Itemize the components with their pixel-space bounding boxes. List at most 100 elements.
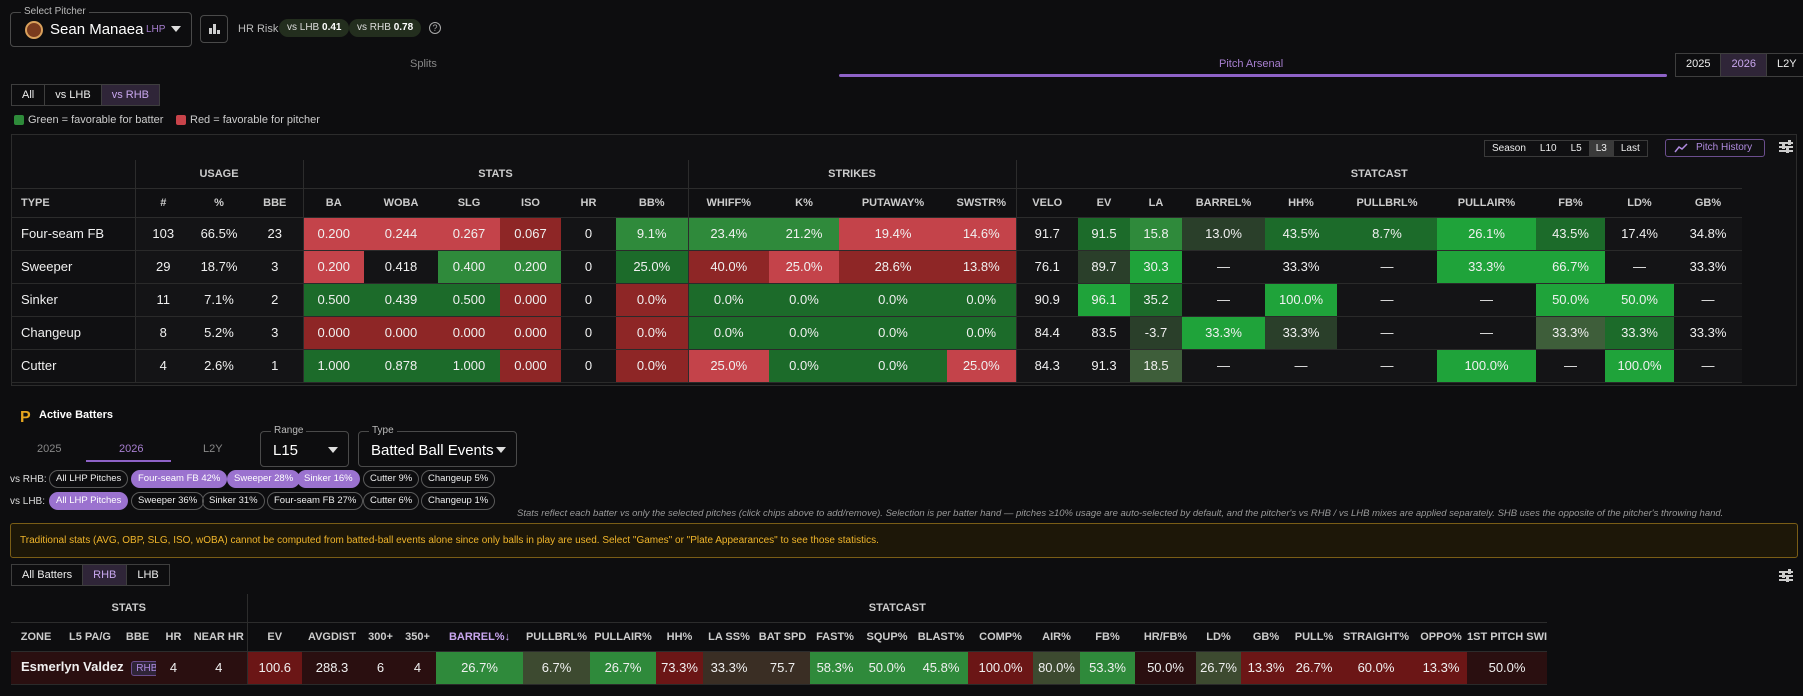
column-header[interactable]: LA SS%: [703, 622, 756, 652]
column-header[interactable]: K%: [769, 188, 839, 218]
table-row[interactable]: Sweeper 29 18.7% 3 0.200 0.418 0.400 0.200 0 25.0…: [11, 250, 1743, 284]
range-select[interactable]: Range L15: [260, 425, 349, 467]
column-header[interactable]: BBE: [119, 622, 156, 652]
year-2025[interactable]: 2025: [1676, 54, 1722, 76]
column-header[interactable]: BB%: [616, 188, 688, 218]
table-row[interactable]: Cutter 4 2.6% 1 1.000 0.878 1.000 0.000 0 0.0% 25.…: [11, 349, 1743, 383]
column-header[interactable]: SQUP%: [860, 622, 915, 652]
column-header[interactable]: L5 PA/G: [61, 622, 119, 652]
lhb-chip-cutter[interactable]: Cutter 6%: [363, 492, 420, 510]
column-header[interactable]: %: [191, 188, 247, 218]
column-header[interactable]: BAT SPD: [755, 622, 811, 652]
column-header[interactable]: 1ST PITCH SWING%: [1467, 622, 1548, 652]
column-header[interactable]: HH%: [656, 622, 704, 652]
rhb-chip-cutter[interactable]: Cutter 9%: [363, 470, 420, 488]
rhb-chip-all[interactable]: All LHP Pitches: [49, 470, 129, 488]
settings-sliders-icon[interactable]: [1779, 140, 1793, 153]
column-header[interactable]: VELO: [1015, 188, 1078, 218]
column-header[interactable]: BLAST%: [914, 622, 969, 652]
column-header[interactable]: PULLAIR%: [1437, 188, 1536, 218]
rhb-chip-sinker[interactable]: Sinker 16%: [297, 470, 360, 488]
table-row[interactable]: Sinker 11 7.1% 2 0.500 0.439 0.500 0.000 0 0.0% 0.…: [11, 283, 1743, 317]
rhb-chip-changeup[interactable]: Changeup 5%: [421, 470, 496, 488]
lhb-chip-four-seam[interactable]: Four-seam FB 27%: [267, 492, 364, 510]
table-row[interactable]: Esmerlyn Valdez RHB 4 4 100.6 288.3 6 4 26.7% 6.…: [11, 651, 1548, 685]
column-header[interactable]: PUTAWAY%: [839, 188, 947, 218]
column-header[interactable]: NEAR HR: [191, 622, 248, 652]
year-2026[interactable]: 2026: [1721, 54, 1767, 76]
column-header[interactable]: BA: [302, 188, 364, 218]
column-header[interactable]: PULLAIR%: [590, 622, 657, 652]
column-header[interactable]: ISO: [500, 188, 561, 218]
split-all[interactable]: All: [12, 85, 46, 105]
period-l5[interactable]: L5: [1570, 143, 1582, 154]
batters-year-2025[interactable]: 2025: [37, 443, 62, 455]
column-header[interactable]: COMP%: [968, 622, 1034, 652]
column-header[interactable]: HH%: [1265, 188, 1337, 218]
pitcher-select[interactable]: Select Pitcher Sean Manaea LHP: [10, 6, 192, 47]
settings-sliders-icon[interactable]: [1779, 569, 1793, 582]
column-header[interactable]: LD%: [1196, 622, 1242, 652]
period-last[interactable]: Last: [1620, 143, 1640, 154]
batters-year-2026[interactable]: 2026: [119, 443, 144, 455]
stat-cell: 0.0%: [769, 283, 839, 317]
column-header[interactable]: BARREL%: [1182, 188, 1265, 218]
column-header[interactable]: 300+: [362, 622, 400, 652]
column-header[interactable]: WOBA: [364, 188, 438, 218]
split-vs-rhb[interactable]: vs RHB: [101, 85, 159, 105]
column-header[interactable]: SLG: [438, 188, 500, 218]
column-header[interactable]: PULLBRL%: [523, 622, 591, 652]
column-header[interactable]: #: [134, 188, 191, 218]
lhb-chip-all[interactable]: All LHP Pitches: [49, 492, 129, 510]
column-header[interactable]: FB%: [1536, 188, 1605, 218]
column-header[interactable]: 350+: [399, 622, 437, 652]
table-row[interactable]: Changeup 8 5.2% 3 0.000 0.000 0.000 0.000 0 0.0% 0…: [11, 316, 1743, 350]
column-header[interactable]: PULLBRL%: [1337, 188, 1437, 218]
column-header[interactable]: HR/FB%: [1135, 622, 1197, 652]
column-header[interactable]: BBE: [247, 188, 303, 218]
pitch-history-button[interactable]: Pitch History: [1665, 139, 1765, 157]
bar-chart-icon[interactable]: [200, 15, 228, 43]
filter-all-batters[interactable]: All Batters: [12, 565, 84, 585]
column-header[interactable]: FB%: [1080, 622, 1136, 652]
filter-rhb[interactable]: RHB: [83, 565, 128, 585]
column-header[interactable]: OPPO%: [1415, 622, 1468, 652]
column-header[interactable]: SWSTR%: [947, 188, 1016, 218]
column-header[interactable]: TYPE: [11, 188, 135, 218]
batter-name-cell[interactable]: Esmerlyn Valdez RHB: [11, 651, 156, 685]
batters-year-l2y[interactable]: L2Y: [203, 443, 223, 455]
column-header[interactable]: ZONE: [11, 622, 61, 652]
stat-cell: 13.3%: [1241, 651, 1292, 685]
type-select[interactable]: Type Batted Ball Events: [358, 425, 517, 467]
tab-pitch-arsenal[interactable]: Pitch Arsenal: [1219, 58, 1284, 70]
rhb-chip-four-seam[interactable]: Four-seam FB 42%: [131, 470, 228, 488]
lhb-chip-sweeper[interactable]: Sweeper 36%: [131, 492, 205, 510]
period-season[interactable]: Season: [1492, 143, 1526, 154]
help-icon[interactable]: ?: [429, 22, 441, 34]
period-l10[interactable]: L10: [1539, 143, 1557, 154]
column-header[interactable]: FAST%: [810, 622, 861, 652]
column-header[interactable]: LA: [1130, 188, 1182, 218]
tab-splits[interactable]: Splits: [410, 58, 437, 70]
filter-lhb[interactable]: LHB: [137, 569, 159, 581]
column-header[interactable]: GB%: [1674, 188, 1743, 218]
column-header[interactable]: EV: [1078, 188, 1130, 218]
column-header[interactable]: EV: [246, 622, 303, 652]
split-vs-lhb[interactable]: vs LHB: [45, 85, 102, 105]
column-header[interactable]: BARREL%↓: [436, 622, 524, 652]
column-header[interactable]: GB%: [1241, 622, 1292, 652]
column-header[interactable]: HR: [561, 188, 616, 218]
column-header[interactable]: HR: [156, 622, 191, 652]
column-header[interactable]: AVGDIST: [302, 622, 363, 652]
column-header[interactable]: LD%: [1605, 188, 1674, 218]
column-header[interactable]: WHIFF%: [687, 188, 769, 218]
period-l3[interactable]: L3: [1588, 141, 1614, 156]
rhb-chip-sweeper[interactable]: Sweeper 28%: [227, 470, 301, 488]
column-header[interactable]: AIR%: [1033, 622, 1081, 652]
lhb-chip-changeup[interactable]: Changeup 1%: [421, 492, 496, 510]
year-l2y[interactable]: L2Y: [1776, 58, 1797, 70]
table-row[interactable]: Four-seam FB 103 66.5% 23 0.200 0.244 0.267 0.0…: [11, 217, 1743, 251]
column-header[interactable]: PULL%: [1291, 622, 1338, 652]
column-header[interactable]: STRAIGHT%: [1337, 622, 1416, 652]
lhb-chip-sinker[interactable]: Sinker 31%: [202, 492, 265, 510]
